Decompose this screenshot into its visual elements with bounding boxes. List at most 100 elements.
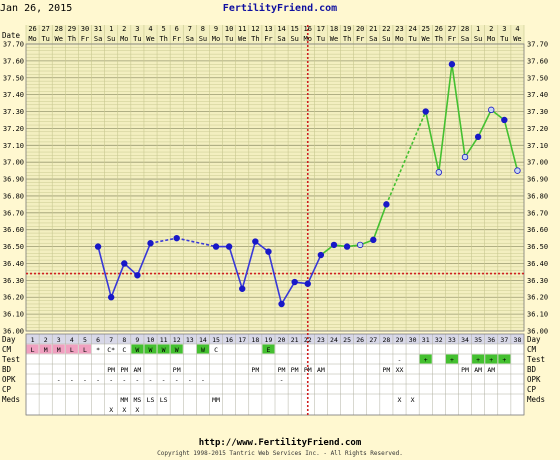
test-value: + [502, 356, 506, 364]
weekday-label: Fr [172, 35, 180, 43]
weekday-label: Sa [186, 35, 194, 43]
temp-point [474, 133, 482, 141]
weekday-label: Sa [94, 35, 102, 43]
meds-value: MM [212, 396, 220, 404]
temp-point [278, 300, 285, 308]
date-label: 29 [68, 25, 76, 33]
temp-point [291, 278, 298, 286]
row-label-test: Test [2, 355, 20, 364]
cm-value: L [83, 346, 87, 354]
bd-value: XX [396, 366, 404, 374]
temp-segment [385, 111, 427, 205]
row-label-right-days: Day [527, 335, 541, 344]
y-tick-right: 37.40 [527, 91, 548, 99]
y-tick-left: 37.60 [3, 57, 24, 65]
opk-value: - [201, 376, 205, 384]
weekday-label: Sa [277, 35, 285, 43]
bd-value: PM [461, 366, 469, 374]
meds-value: MS [133, 396, 141, 404]
test-value: - [398, 356, 402, 364]
weekday-label: Mo [487, 35, 495, 43]
cm-value: C [122, 346, 126, 354]
meds-value: LS [160, 396, 168, 404]
meds-value: X [398, 396, 402, 404]
cm-cell [39, 344, 52, 354]
bd-value: PM [107, 366, 115, 374]
y-tick-left: 37.70 [3, 41, 24, 49]
date-label: 25 [421, 25, 429, 33]
temp-point [147, 240, 154, 247]
opk-value: - [83, 376, 87, 384]
temp-point [173, 234, 180, 242]
date-label: 14 [277, 25, 285, 33]
cm-cell [65, 344, 78, 354]
test-value: + [424, 356, 428, 364]
bd-value: AM [487, 366, 495, 374]
weekday-label: Mo [212, 35, 220, 43]
days-value: 24 [330, 336, 338, 344]
y-tick-right: 36.00 [527, 328, 548, 336]
bd-value: PM [173, 366, 181, 374]
days-value: 36 [487, 336, 495, 344]
temp-point [435, 169, 443, 176]
temp-segment [464, 136, 479, 158]
row-label-cp: CP [2, 385, 12, 394]
days-value: 14 [199, 336, 207, 344]
meds-value: X [411, 396, 415, 404]
y-tick-right: 37.10 [527, 142, 548, 150]
days-value: 37 [500, 336, 508, 344]
y-tick-left: 36.70 [3, 209, 24, 217]
cm-cell [170, 344, 183, 354]
days-value: 22 [304, 336, 312, 344]
days-value: 6 [96, 336, 100, 344]
y-tick-right: 36.40 [527, 260, 548, 268]
opk-value: - [70, 376, 74, 384]
date-label: 4 [515, 25, 519, 33]
cm-value: M [57, 346, 61, 354]
date-label: 4 [148, 25, 152, 33]
temp-point [265, 248, 272, 255]
cm-value: L [31, 346, 35, 354]
temp-point [383, 201, 390, 208]
y-tick-left: 36.30 [3, 277, 24, 285]
temp-point [225, 243, 233, 250]
meds-value-2: X [122, 406, 126, 414]
test-value: + [450, 356, 454, 364]
bd-value: PM [382, 366, 390, 374]
y-tick-left: 36.80 [3, 192, 24, 200]
temp-point [370, 236, 377, 244]
temp-segment [280, 281, 296, 305]
temp-segment [307, 254, 322, 285]
date-label: 27 [41, 25, 49, 33]
y-tick-right: 37.20 [527, 125, 548, 133]
days-value: 29 [396, 336, 404, 344]
days-value: 35 [474, 336, 482, 344]
y-tick-left: 37.20 [3, 125, 24, 133]
days-value: 26 [356, 336, 364, 344]
date-label: 26 [435, 25, 443, 33]
temp-segment [97, 246, 112, 298]
date-label: 10 [225, 25, 233, 33]
days-value: 12 [173, 336, 181, 344]
date-label: 27 [448, 25, 456, 33]
days-value: 4 [70, 336, 74, 344]
temp-point [501, 116, 508, 124]
temp-point [107, 294, 115, 301]
date-label: 7 [188, 25, 192, 33]
opk-value: - [188, 376, 192, 384]
opk-value: - [109, 376, 113, 384]
y-tick-left: 37.00 [3, 159, 24, 167]
y-tick-right: 37.00 [527, 159, 548, 167]
date-label: 18 [330, 25, 338, 33]
cm-value: W [175, 346, 179, 354]
y-tick-left: 36.10 [3, 311, 24, 319]
opk-value: - [135, 376, 139, 384]
weekday-label: Fr [264, 35, 272, 43]
cm-value: C [214, 346, 218, 354]
bd-value: AM [474, 366, 482, 374]
days-value: 32 [435, 336, 443, 344]
temp-point [304, 280, 311, 287]
y-tick-left: 37.50 [3, 74, 24, 82]
row-label-days: Day [2, 335, 16, 344]
